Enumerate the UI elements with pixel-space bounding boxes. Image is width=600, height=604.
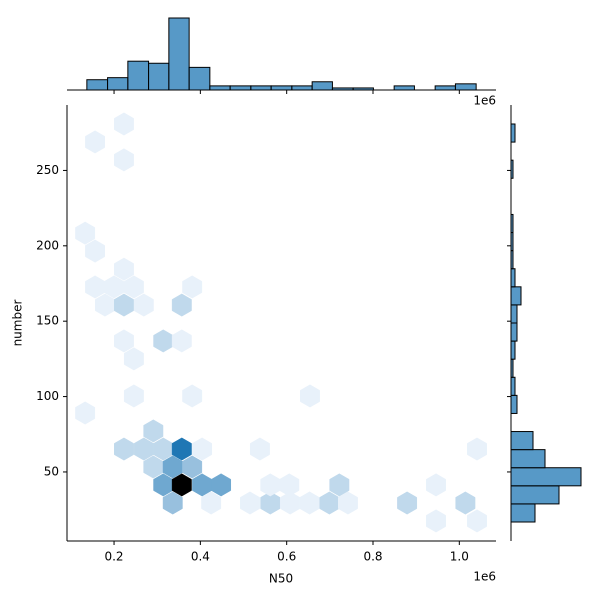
histogram-bar	[454, 83, 477, 91]
histogram-bar	[510, 503, 536, 523]
hexbin	[85, 275, 106, 299]
hexbin	[279, 473, 300, 497]
hexbin	[319, 491, 340, 515]
histogram-bar	[434, 85, 456, 91]
hexbin	[114, 112, 134, 136]
hexbin	[426, 473, 446, 497]
hexbin	[114, 329, 134, 353]
hexbin	[240, 491, 260, 515]
hexbin	[467, 509, 487, 533]
hexbin	[114, 437, 134, 461]
hexbin	[260, 491, 281, 515]
hexbin	[171, 437, 192, 461]
hexbin	[114, 148, 134, 172]
x-tick-label: 0.8	[363, 550, 382, 564]
hexbin	[95, 293, 115, 317]
x-tick-label: 0.2	[104, 550, 123, 564]
hexbin	[329, 473, 350, 497]
hexbin	[467, 437, 487, 461]
histogram-bar	[127, 60, 150, 91]
hexbin	[182, 455, 203, 479]
histogram-bar	[107, 77, 129, 91]
histogram-bar	[510, 449, 546, 469]
y-tick-label: 150	[36, 314, 59, 328]
histogram-bar	[510, 485, 560, 505]
x-tick-label: 0.4	[191, 550, 210, 564]
x-offset-text: 1e6	[473, 94, 496, 108]
histogram-bar	[229, 85, 252, 91]
hexbin	[426, 509, 446, 533]
histogram-bar	[510, 340, 516, 360]
histogram-bar	[250, 85, 272, 91]
hexbin	[75, 221, 96, 245]
histogram-bar	[188, 66, 211, 91]
histogram-bar	[510, 467, 582, 487]
histogram-bar	[510, 286, 522, 306]
hexbin	[143, 455, 164, 479]
histogram-bar	[311, 81, 333, 91]
histogram-bar	[393, 85, 415, 91]
hexbin	[85, 130, 106, 154]
hexbin	[171, 329, 192, 353]
hexbin	[182, 384, 203, 408]
hexbin	[162, 491, 183, 515]
hexbin	[123, 347, 144, 371]
hexbin	[397, 491, 418, 515]
histogram-bar	[510, 394, 518, 414]
hexbin	[299, 491, 320, 515]
hexbin	[123, 384, 144, 408]
histogram-bar	[270, 85, 293, 91]
hexbin	[455, 491, 476, 515]
hexbin	[104, 275, 124, 299]
y-tick-label: 250	[36, 163, 59, 177]
hexbin	[153, 473, 174, 497]
histogram-bar	[510, 268, 516, 288]
hexbin	[300, 384, 320, 408]
hexbin	[85, 239, 106, 263]
histogram-bar	[510, 431, 534, 451]
hexbin	[211, 473, 232, 497]
hexbin	[192, 473, 213, 497]
y-tick-label: 100	[36, 389, 59, 403]
x-tick-label: 1.0	[450, 550, 469, 564]
y-axis-label: number	[11, 300, 25, 347]
hexbin	[171, 473, 192, 497]
hexbin	[171, 293, 192, 317]
hexbin	[143, 419, 164, 443]
hexbin	[249, 437, 270, 461]
y-tick-label: 50	[44, 464, 59, 478]
histogram-bar	[168, 17, 190, 91]
hexbin	[75, 401, 96, 425]
hexbin	[114, 257, 134, 281]
hexbin	[260, 473, 281, 497]
y-tick-label: 200	[36, 238, 59, 252]
hexbin	[114, 293, 134, 317]
hexbin	[201, 491, 222, 515]
histogram-bar	[148, 62, 170, 91]
histogram-bar	[510, 123, 516, 143]
hexbin	[123, 275, 144, 299]
x-axis-label: N50	[269, 572, 293, 586]
x-tick-label: 0.6	[277, 550, 296, 564]
hexbin	[338, 491, 358, 515]
hexbin	[182, 275, 203, 299]
histogram-bar	[86, 79, 109, 91]
histogram-bar	[291, 85, 313, 91]
histogram-bar	[510, 376, 516, 396]
hexbin	[133, 437, 154, 461]
histogram-bar	[510, 322, 518, 342]
histogram-bar	[209, 85, 231, 91]
hexbin	[153, 329, 174, 353]
hexbin	[133, 293, 154, 317]
histogram-bar	[510, 304, 518, 324]
hexbin	[153, 437, 174, 461]
hexbin	[192, 437, 213, 461]
x-offset-text: 1e6	[473, 570, 496, 584]
